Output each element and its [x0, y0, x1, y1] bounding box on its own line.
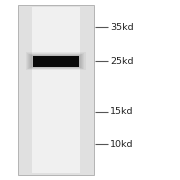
Text: 35kd: 35kd: [110, 23, 133, 32]
Bar: [27, 53, 84, 69]
Bar: [26, 53, 85, 70]
Bar: [18, 5, 94, 175]
Text: 15kd: 15kd: [110, 107, 133, 116]
Bar: [33, 56, 79, 67]
Text: 25kd: 25kd: [110, 57, 133, 66]
Bar: [28, 54, 83, 69]
Bar: [31, 55, 80, 67]
Bar: [30, 55, 81, 68]
Bar: [32, 7, 80, 173]
Bar: [29, 54, 82, 68]
Text: 10kd: 10kd: [110, 140, 133, 149]
